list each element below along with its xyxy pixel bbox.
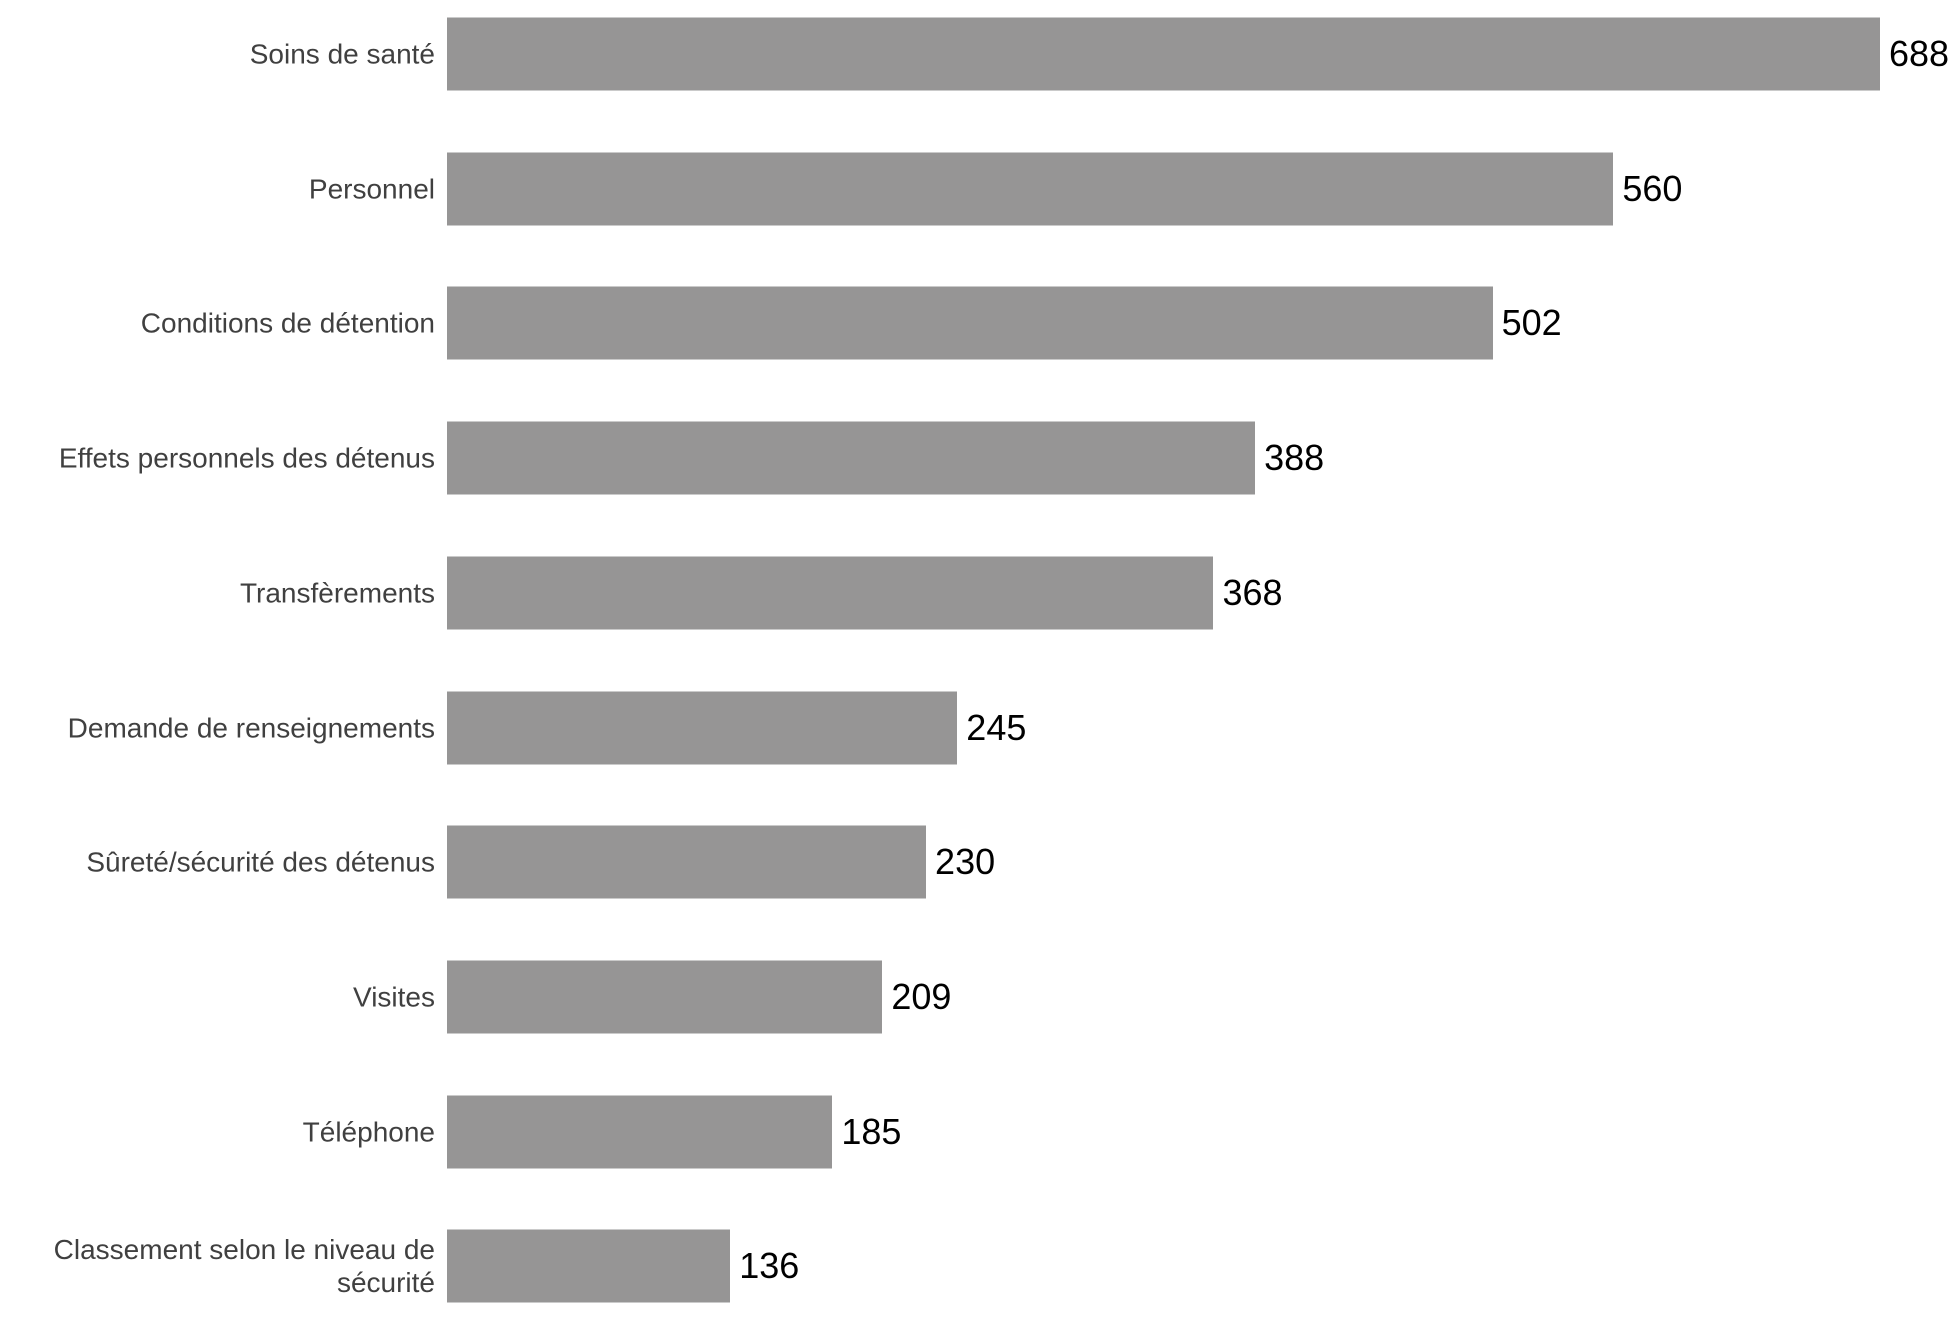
value-label: 245 — [966, 706, 1027, 748]
bar — [447, 1229, 731, 1303]
value-label: 502 — [1501, 302, 1562, 344]
category-label: Visites — [353, 981, 435, 1013]
category-label: Sûreté/sécurité des détenus — [86, 846, 435, 878]
bar — [447, 691, 958, 764]
category-label: Soins de santé — [249, 38, 435, 70]
category-label: Téléphone — [302, 1116, 435, 1148]
bar — [447, 960, 883, 1034]
bar — [447, 17, 1880, 91]
category-label: Demande de renseignements — [67, 712, 435, 743]
bar — [447, 556, 1214, 630]
value-label: 209 — [891, 975, 952, 1017]
value-label: 688 — [1889, 33, 1950, 74]
value-label: 560 — [1622, 167, 1683, 209]
value-label: 185 — [841, 1110, 902, 1152]
category-label: Personnel — [308, 173, 435, 205]
bar — [447, 1095, 833, 1169]
category-label: Transfèrements — [239, 577, 435, 609]
bar — [447, 152, 1614, 226]
value-label: 368 — [1222, 571, 1283, 613]
category-label: Classement selon le niveau de sécurité — [53, 1234, 435, 1299]
value-label: 230 — [935, 841, 996, 883]
bar — [447, 825, 927, 899]
category-label: Effets personnels des détenus — [58, 442, 435, 474]
category-label: Conditions de détention — [140, 307, 435, 339]
bar — [447, 286, 1493, 360]
bar — [447, 421, 1256, 495]
value-label: 136 — [739, 1245, 800, 1287]
value-label: 388 — [1264, 437, 1325, 479]
